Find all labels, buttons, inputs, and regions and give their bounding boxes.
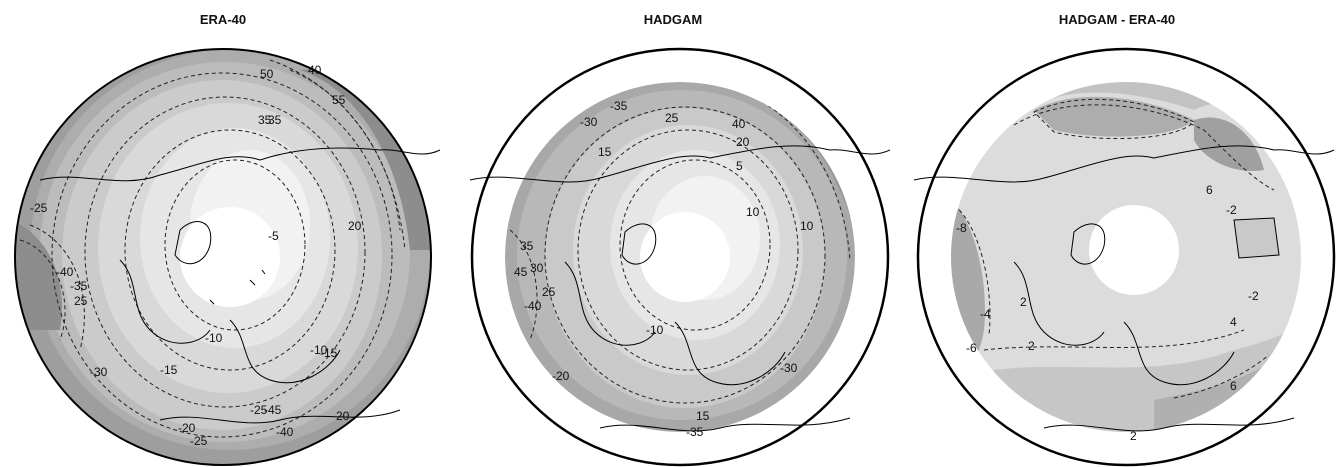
contour-label: 15 [696, 409, 710, 423]
polar-map: -35 -30 25 15 40 20 5 10 10 35 45 30 25 … [469, 47, 891, 467]
polar-map: 50 40 55 35 35 20 -25 -5 -40 -35 25 -30 … [14, 48, 441, 466]
contour-label: 25 [665, 111, 679, 125]
contour-label: -10 [205, 331, 223, 345]
contour-label: -30 [580, 115, 598, 129]
contour-label: 2 [1130, 429, 1137, 443]
contour-labels: 6 -2 -8 -6 -4 2 2 4 -2 6 2 [956, 183, 1259, 443]
contour-label: 20 [348, 219, 362, 233]
contour-label: -35 [70, 279, 88, 293]
contour-label: -40 [276, 425, 294, 439]
contour-label: 40 [732, 117, 746, 131]
contour-label: -2 [1226, 203, 1237, 217]
contour-label: -40 [524, 299, 542, 313]
contour-label: 15 [598, 145, 612, 159]
contour-label: 2 [1028, 339, 1035, 353]
contour-label: -8 [956, 221, 967, 235]
contour-lines [19, 59, 406, 438]
contour-label: -2 [1248, 289, 1259, 303]
contour-label: -5 [268, 229, 279, 243]
contour-lines [509, 94, 851, 404]
contour-label: -35 [686, 425, 704, 439]
contour-label: -20 [552, 369, 570, 383]
contour-label: -30 [90, 365, 108, 379]
contour-label: -25 [190, 434, 208, 448]
map-boundary [916, 47, 1336, 467]
contour-label: 10 [746, 205, 760, 219]
panel-era40: ERA-40 [0, 0, 446, 467]
contour-labels: -35 -30 25 15 40 20 5 10 10 35 45 30 25 … [514, 99, 814, 439]
polar-map: 6 -2 -8 -6 -4 2 2 4 -2 6 2 [913, 47, 1336, 467]
contour-label: 4 [1230, 315, 1237, 329]
contour-label: 30 [530, 261, 544, 275]
panel-difference: HADGAM - ERA-40 [894, 0, 1340, 467]
shaded-field [951, 82, 1301, 432]
contour-label: -45 [264, 403, 282, 417]
contour-label: -15 [320, 346, 338, 360]
contour-label: 20 [736, 135, 750, 149]
contour-label: -4 [980, 307, 991, 321]
shaded-field [505, 82, 855, 432]
contour-label: -35 [610, 99, 628, 113]
contour-label: -20 [178, 421, 196, 435]
contour-label: 45 [514, 265, 528, 279]
panel-title: HADGAM - ERA-40 [1058, 12, 1176, 27]
contour-label: 6 [1206, 183, 1213, 197]
contour-label: 55 [332, 93, 346, 107]
contour-label: 6 [1230, 379, 1237, 393]
panel-title: ERA-40 [199, 12, 247, 27]
contour-label: 40 [308, 63, 322, 77]
map-boundary [14, 48, 432, 466]
contour-label: 35 [258, 113, 272, 127]
contour-label: 50 [260, 67, 274, 81]
contour-label: 2 [1020, 295, 1027, 309]
contour-labels: 50 40 55 35 35 20 -25 -5 -40 -35 25 -30 … [30, 63, 362, 448]
contour-label: -25 [250, 403, 268, 417]
contour-label: 5 [736, 159, 743, 173]
contour-label: -10 [646, 323, 664, 337]
map-boundary [470, 47, 890, 467]
contour-label: 35 [268, 113, 282, 127]
contour-label: 35 [520, 239, 534, 253]
contour-label: -15 [160, 363, 178, 377]
contour-lines [953, 98, 1275, 399]
contour-label: -10 [310, 343, 328, 357]
contour-label: -40 [56, 265, 74, 279]
panel-hadgam: HADGAM - [450, 0, 896, 467]
contour-label: -30 [780, 361, 798, 375]
contour-label: 25 [542, 285, 556, 299]
coastlines [469, 145, 891, 432]
coastlines [39, 147, 441, 424]
contour-label: 10 [800, 219, 814, 233]
panel-title: HADGAM [643, 12, 703, 27]
contour-label: -6 [966, 341, 977, 355]
contour-label: 20 [336, 409, 350, 423]
contour-label: 25 [74, 294, 88, 308]
contour-label: -25 [30, 201, 48, 215]
